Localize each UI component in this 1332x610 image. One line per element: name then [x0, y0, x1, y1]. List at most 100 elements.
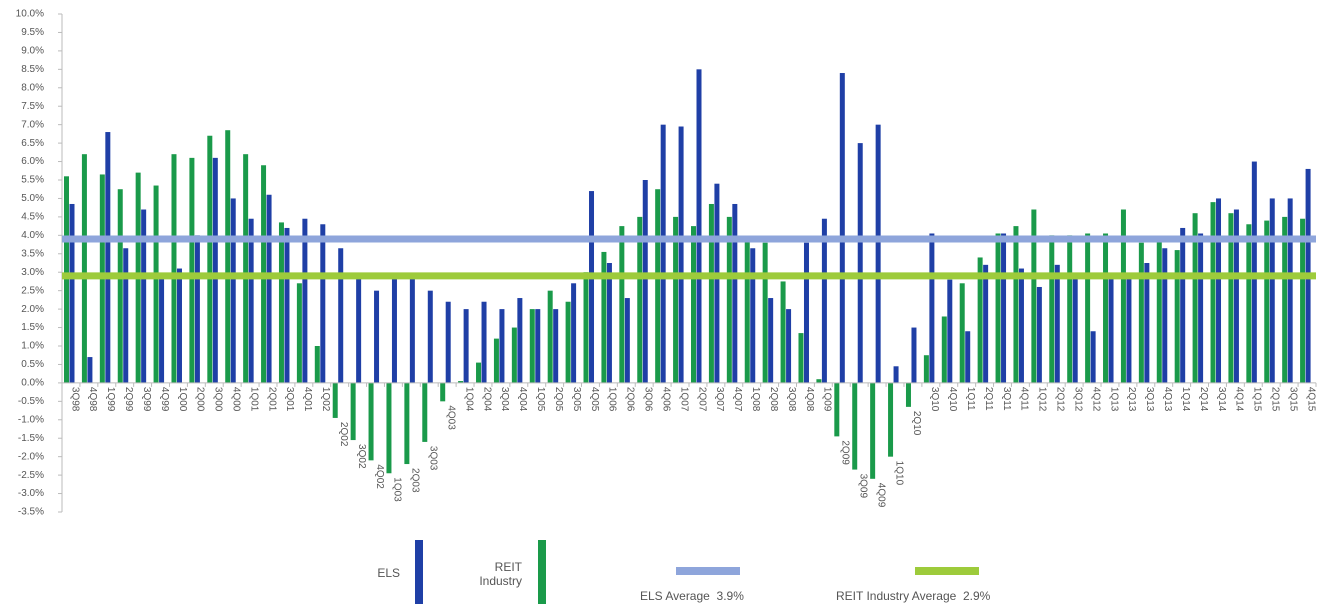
x-tick-label: 4Q06 — [660, 387, 671, 412]
legend-label: REIT Industry — [479, 560, 522, 588]
bar — [1054, 264, 1060, 383]
legend-value: 3.9% — [716, 589, 744, 603]
bar — [314, 346, 320, 383]
bar — [1085, 233, 1091, 383]
bar — [1192, 213, 1198, 383]
x-tick-label: 2Q15 — [1270, 387, 1281, 412]
y-tick-label: -2.0% — [18, 451, 44, 462]
bar — [338, 248, 344, 383]
x-tick-label: 2Q02 — [338, 422, 349, 447]
y-tick-label: 4.5% — [21, 212, 44, 223]
bar — [1180, 227, 1186, 383]
bar — [386, 382, 392, 474]
x-tick-label: 3Q05 — [571, 387, 582, 412]
x-tick-label: 3Q14 — [1216, 387, 1227, 412]
y-tick-label: 1.5% — [21, 322, 44, 333]
x-tick-label: 3Q00 — [213, 387, 224, 412]
bar — [1067, 235, 1073, 383]
x-tick-label: 2Q12 — [1055, 387, 1066, 412]
legend-swatch — [676, 567, 740, 575]
bar — [660, 124, 666, 383]
x-tick-label: 2Q09 — [840, 440, 851, 465]
bar — [243, 154, 249, 383]
bar — [642, 180, 648, 383]
bar — [1198, 233, 1204, 383]
x-tick-label: 4Q07 — [732, 387, 743, 412]
bar — [230, 198, 236, 383]
x-tick-label: 3Q10 — [929, 387, 940, 412]
legend-text: REIT Industry Average — [836, 589, 957, 603]
bar — [1103, 233, 1109, 383]
x-tick-label: 4Q09 — [875, 483, 886, 508]
bar — [678, 126, 684, 383]
bar — [1300, 218, 1306, 383]
x-tick-label: 3Q13 — [1144, 387, 1155, 412]
x-tick-label: 1Q13 — [1108, 387, 1119, 412]
bar — [708, 203, 714, 383]
bar — [553, 309, 559, 383]
y-tick-label: -1.5% — [18, 433, 44, 444]
bar — [511, 327, 517, 383]
bar — [117, 189, 123, 383]
x-tick-label: 3Q03 — [428, 446, 439, 471]
bar — [248, 218, 254, 383]
bar — [750, 248, 756, 383]
bar — [1269, 198, 1275, 383]
bar — [1144, 263, 1150, 383]
bar — [857, 143, 863, 383]
x-tick-label: 4Q98 — [87, 387, 98, 412]
x-tick-label: 1Q12 — [1037, 387, 1048, 412]
bar — [947, 279, 953, 383]
x-tick-label: 4Q10 — [947, 387, 958, 412]
x-tick-label: 1Q06 — [607, 387, 618, 412]
bar — [839, 73, 845, 383]
x-tick-label: 4Q01 — [302, 387, 313, 412]
bar — [923, 355, 929, 383]
y-tick-label: -0.5% — [18, 396, 44, 407]
y-tick-label: -1.0% — [18, 414, 44, 425]
x-tick-label: 3Q04 — [499, 387, 510, 412]
bar — [624, 298, 630, 383]
x-tick-label: 2Q03 — [410, 468, 421, 493]
bar — [893, 366, 899, 383]
bar — [637, 216, 643, 383]
bar — [1013, 226, 1019, 383]
bar — [816, 379, 822, 383]
bar — [1216, 198, 1222, 383]
bar — [1018, 268, 1024, 383]
x-tick-label: 1Q05 — [535, 387, 546, 412]
bar — [535, 309, 541, 383]
y-tick-label: 0.0% — [21, 378, 44, 389]
x-tick-label: 2Q01 — [266, 387, 277, 412]
legend-label: ELS — [377, 566, 400, 580]
bar — [583, 272, 589, 383]
x-tick-label: 4Q05 — [589, 387, 600, 412]
x-tick-label: 3Q15 — [1287, 387, 1298, 412]
bar — [547, 290, 553, 383]
x-tick-label: 3Q11 — [1001, 387, 1012, 411]
bar — [696, 69, 702, 383]
x-tick-label: 1Q15 — [1252, 387, 1263, 412]
bar — [440, 382, 446, 402]
y-tick-label: 1.0% — [21, 341, 44, 352]
bar — [606, 263, 612, 383]
legend-swatch — [915, 567, 979, 575]
y-tick-label: 3.5% — [21, 248, 44, 259]
bar — [105, 132, 111, 383]
y-tick-label: 3.0% — [21, 267, 44, 278]
x-tick-label: 4Q99 — [159, 387, 170, 412]
bar — [732, 203, 738, 383]
bar — [493, 338, 499, 383]
x-tick-label: 1Q09 — [822, 387, 833, 412]
bar — [1246, 224, 1252, 383]
bar — [458, 381, 464, 383]
bar — [445, 301, 451, 383]
x-tick-label: 2Q99 — [123, 387, 134, 412]
bar — [404, 382, 410, 465]
x-tick-label: 2Q00 — [195, 387, 206, 412]
y-tick-label: 4.0% — [21, 230, 44, 241]
x-tick-label: 1Q02 — [320, 387, 331, 412]
bar — [374, 290, 380, 383]
bar — [655, 189, 661, 383]
